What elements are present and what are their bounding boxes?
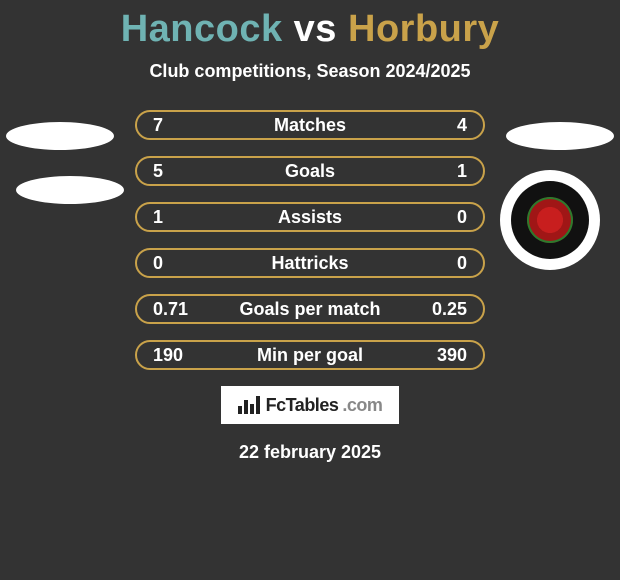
stat-right-value: 0 — [417, 204, 467, 230]
stat-row: 0Hattricks0 — [135, 248, 485, 278]
brand-suffix: .com — [342, 395, 382, 416]
date-label: 22 february 2025 — [0, 442, 620, 463]
player2-name: Horbury — [348, 8, 499, 50]
stat-row: 5Goals1 — [135, 156, 485, 186]
stat-right-value: 1 — [417, 158, 467, 184]
stat-label: Min per goal — [203, 342, 417, 368]
stat-row: 7Matches4 — [135, 110, 485, 140]
vs-text: vs — [294, 8, 337, 50]
stat-right-value: 0 — [417, 250, 467, 276]
stat-row: 0.71Goals per match0.25 — [135, 294, 485, 324]
brand-main: FcTables — [266, 395, 339, 416]
stat-label: Goals per match — [203, 296, 417, 322]
stat-left-value: 190 — [153, 342, 203, 368]
stat-row: 190Min per goal390 — [135, 340, 485, 370]
stat-left-value: 5 — [153, 158, 203, 184]
stat-left-value: 0.71 — [153, 296, 203, 322]
left-club-badge-top — [6, 122, 114, 150]
stat-label: Matches — [203, 112, 417, 138]
right-club-badge-top — [506, 122, 614, 150]
crest-inner — [511, 181, 589, 259]
rose-icon — [527, 197, 573, 243]
stat-right-value: 4 — [417, 112, 467, 138]
fctables-logo[interactable]: FcTables.com — [221, 386, 399, 424]
stats-table: 7Matches45Goals11Assists00Hattricks00.71… — [135, 110, 485, 370]
chart-icon — [238, 396, 260, 414]
stat-label: Goals — [203, 158, 417, 184]
subtitle: Club competitions, Season 2024/2025 — [0, 61, 620, 82]
left-club-badge-bottom — [16, 176, 124, 204]
stat-right-value: 390 — [417, 342, 467, 368]
player1-name: Hancock — [121, 8, 283, 50]
stat-right-value: 0.25 — [417, 296, 467, 322]
stat-left-value: 7 — [153, 112, 203, 138]
stat-left-value: 1 — [153, 204, 203, 230]
stat-label: Assists — [203, 204, 417, 230]
stat-row: 1Assists0 — [135, 202, 485, 232]
right-club-crest — [500, 170, 600, 270]
stat-left-value: 0 — [153, 250, 203, 276]
page-title: Hancock vs Horbury — [0, 8, 620, 51]
stat-label: Hattricks — [203, 250, 417, 276]
